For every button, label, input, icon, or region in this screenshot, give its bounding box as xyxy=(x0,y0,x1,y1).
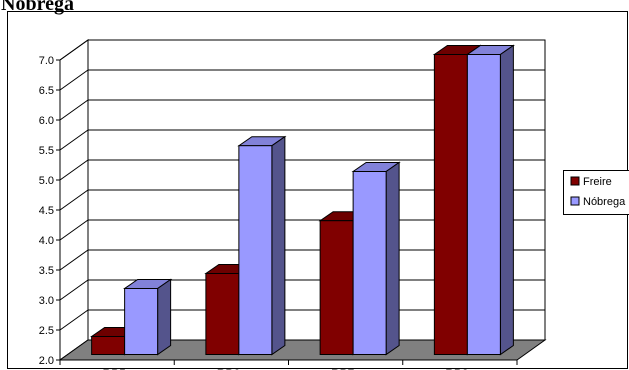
bar-front xyxy=(205,273,240,355)
y-tick-label: 6.5 xyxy=(39,85,54,97)
y-tick-label: 5.5 xyxy=(39,145,54,157)
bar-front xyxy=(466,54,501,355)
axes xyxy=(56,59,518,365)
header-fragment: Nóbrega xyxy=(1,0,74,15)
bar-nbrega-rp8s xyxy=(465,44,515,356)
x-tick-label: RP7s xyxy=(331,367,360,370)
legend-label: Freire xyxy=(583,176,612,188)
y-tick-label: 3.0 xyxy=(39,295,54,307)
x-tick-label: RP5s xyxy=(102,367,131,370)
gridline-side xyxy=(59,39,89,61)
gridline-side xyxy=(59,309,89,331)
bar-nbrega-rp6s xyxy=(237,135,287,356)
x-tick-label: RP8s xyxy=(445,367,474,370)
gridline-side xyxy=(59,249,89,271)
legend-swatch xyxy=(570,196,580,206)
x-tick-label: RP6s xyxy=(217,367,246,370)
bar-front xyxy=(238,145,273,355)
bar-nbrega-rp5s xyxy=(123,278,173,356)
bars xyxy=(90,44,515,356)
legend-label: Nóbrega xyxy=(583,196,626,208)
bar-front xyxy=(433,54,468,355)
bar-side xyxy=(157,278,172,356)
y-tick-label: 7.0 xyxy=(39,55,54,67)
legend-swatch xyxy=(570,176,580,186)
bar-side xyxy=(271,135,286,356)
bar-front xyxy=(91,336,126,355)
gridline-side xyxy=(59,99,89,121)
y-tick-label: 6.0 xyxy=(39,115,54,127)
x-tick-labels: RP5s RP6s RP7s RP8s xyxy=(102,367,474,370)
bar-nbrega-rp7s xyxy=(351,161,401,356)
gridline-side xyxy=(59,279,89,301)
y-tick-label: 4.5 xyxy=(39,205,54,217)
y-tick-label: 4.0 xyxy=(39,235,54,247)
gridline-side xyxy=(59,159,89,181)
bar-side xyxy=(499,44,514,356)
y-tick-labels: 2.0 2.5 3.0 3.5 4.0 4.5 5.0 5.5 6.0 6.5 7.0 xyxy=(39,55,54,367)
bar-side xyxy=(385,161,400,356)
gridline-side xyxy=(59,219,89,241)
y-tick-label: 5.0 xyxy=(39,175,54,187)
y-tick-label: 2.0 xyxy=(39,355,54,367)
gridline-side xyxy=(59,129,89,151)
legend: Freire Nóbrega xyxy=(563,170,629,215)
gridline-side xyxy=(59,69,89,91)
bar-front xyxy=(319,220,354,355)
bar-front xyxy=(124,288,159,355)
y-tick-label: 2.5 xyxy=(39,325,54,337)
gridline-side xyxy=(59,189,89,211)
bar-front xyxy=(352,171,387,355)
y-tick-label: 3.5 xyxy=(39,265,54,277)
